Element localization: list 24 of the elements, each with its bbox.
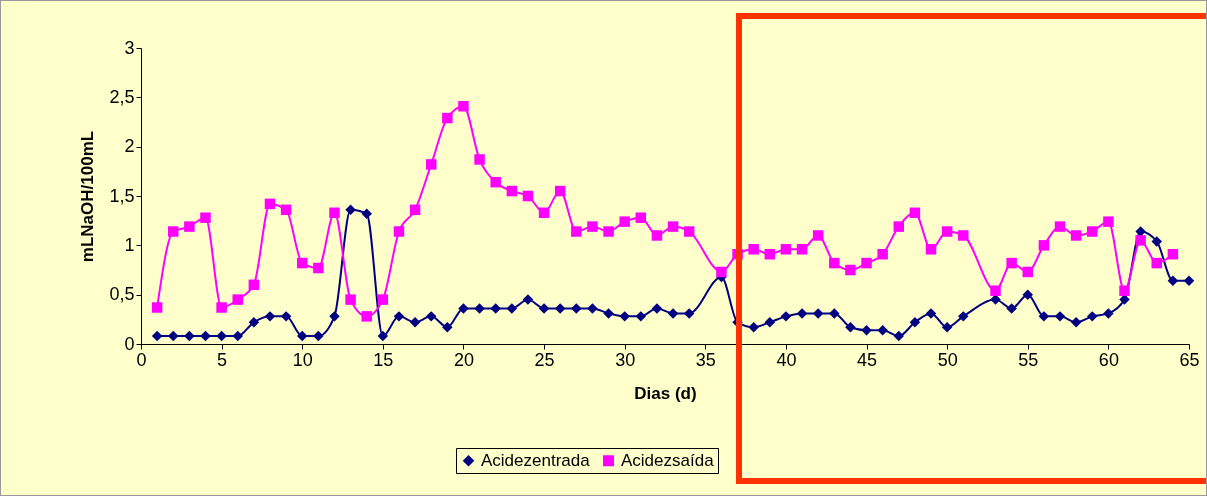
y-tick-label: 0 (124, 333, 135, 354)
x-tick-label: 65 (1179, 349, 1200, 370)
x-tick-label: 5 (217, 349, 228, 370)
y-tick-label: 2 (124, 136, 135, 157)
x-tick-label: 50 (937, 349, 958, 370)
x-tick-label: 45 (857, 349, 878, 370)
x-tick-label: 40 (776, 349, 797, 370)
x-tick-label: 30 (615, 349, 636, 370)
y-tick-label: 2,5 (109, 86, 135, 107)
x-tick-label: 60 (1098, 349, 1119, 370)
x-tick-label: 55 (1018, 349, 1039, 370)
legend-label: Acidezsaída (621, 450, 715, 470)
y-tick-label: 3 (124, 37, 135, 58)
y-tick-label: 0,5 (109, 284, 135, 305)
y-axis-title: mLNaOH/100mL (78, 130, 98, 263)
y-tick-label: 1,5 (109, 185, 135, 206)
x-tick-label: 10 (292, 349, 313, 370)
x-axis-title: Dias (d) (634, 383, 697, 403)
x-tick-label: 20 (453, 349, 474, 370)
x-tick-label: 15 (373, 349, 394, 370)
x-tick-label: 25 (534, 349, 555, 370)
legend-label: Acidezentrada (481, 450, 591, 470)
y-tick-label: 1 (124, 234, 135, 255)
x-tick-label: 35 (695, 349, 716, 370)
